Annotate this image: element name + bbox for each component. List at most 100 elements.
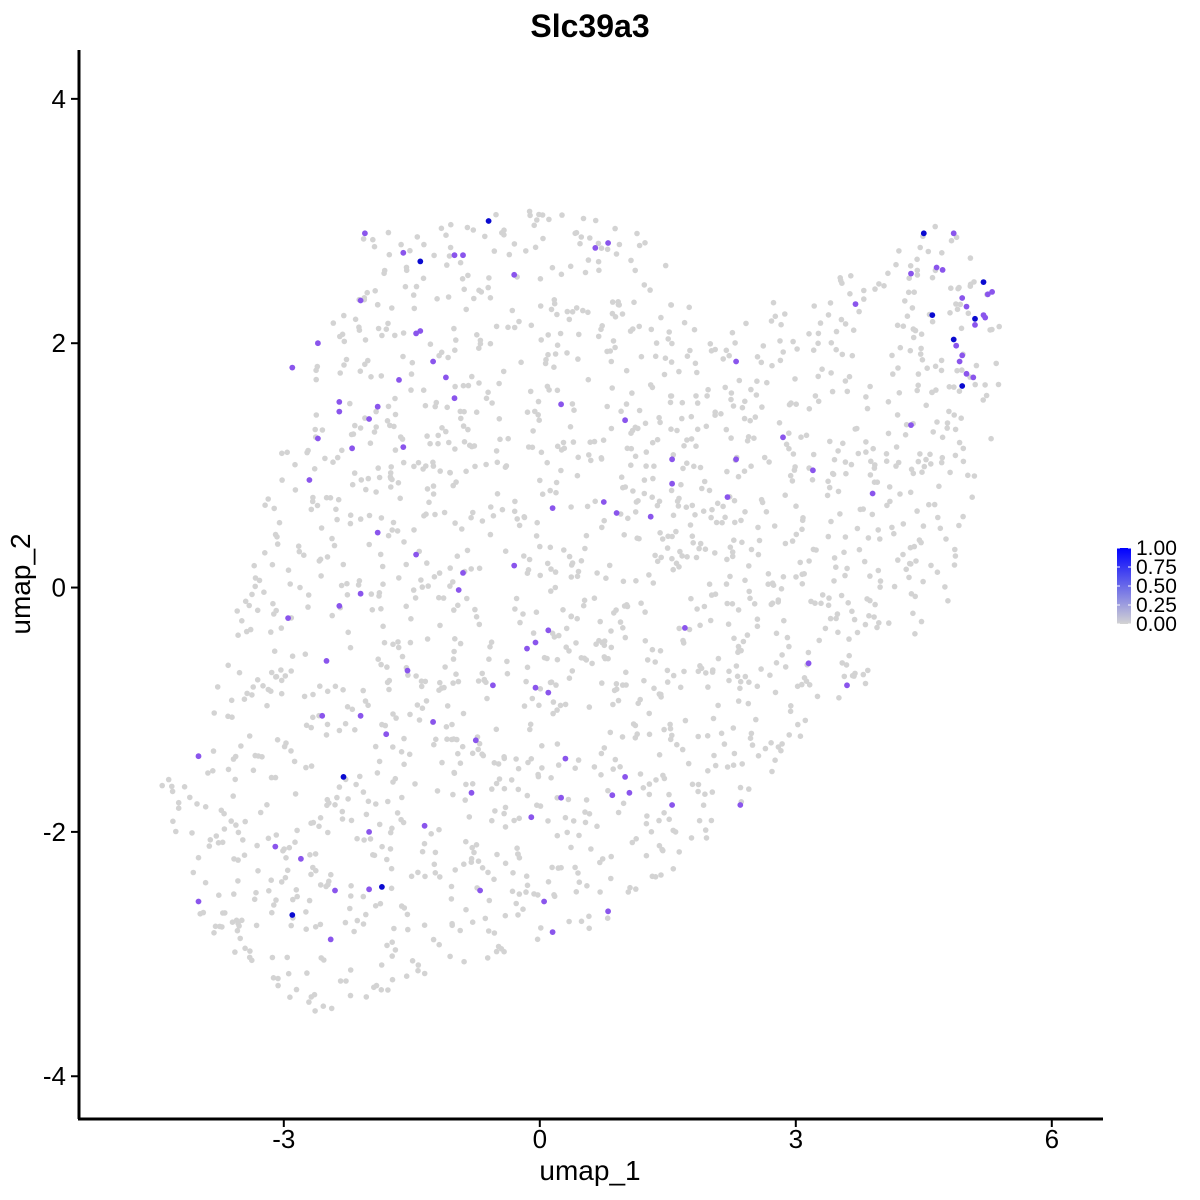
cell-point bbox=[914, 508, 920, 514]
cell-point bbox=[841, 549, 847, 556]
colorbar-legend: 1.000.750.500.250.00 bbox=[1117, 537, 1177, 636]
cell-point bbox=[421, 840, 428, 847]
cell-point bbox=[369, 607, 376, 613]
cell-point bbox=[371, 243, 378, 250]
expressing-cell-point bbox=[844, 682, 850, 689]
cell-point bbox=[658, 691, 664, 698]
cell-point bbox=[761, 454, 768, 461]
cell-point bbox=[292, 461, 298, 468]
cell-point bbox=[915, 458, 922, 465]
expressing-cell-point bbox=[336, 399, 343, 405]
expressing-cell-point bbox=[959, 383, 966, 389]
expressing-cell-point bbox=[733, 358, 739, 365]
cell-point bbox=[588, 846, 594, 852]
cell-point bbox=[782, 492, 788, 499]
cell-point bbox=[521, 703, 528, 709]
cell-point bbox=[565, 796, 572, 803]
cell-point bbox=[613, 681, 620, 687]
cell-point bbox=[958, 325, 965, 332]
cell-point bbox=[476, 380, 482, 386]
cell-point bbox=[722, 384, 728, 391]
cell-point bbox=[851, 616, 858, 623]
cell-point bbox=[765, 571, 772, 577]
cell-point bbox=[987, 327, 993, 333]
cell-point bbox=[328, 871, 334, 878]
cell-point bbox=[769, 362, 775, 369]
cell-point bbox=[372, 743, 379, 750]
cell-point bbox=[598, 772, 604, 778]
cell-point bbox=[487, 340, 494, 347]
expressing-cell-point bbox=[383, 731, 390, 738]
cell-point bbox=[415, 869, 421, 876]
cell-point bbox=[436, 570, 443, 576]
cell-point bbox=[488, 504, 494, 510]
cell-point bbox=[772, 689, 779, 696]
cell-point bbox=[848, 461, 855, 468]
cell-point bbox=[506, 251, 513, 258]
cell-point bbox=[736, 377, 743, 384]
cell-point bbox=[181, 784, 188, 790]
cell-point bbox=[329, 612, 336, 619]
cell-point bbox=[460, 710, 467, 717]
cell-point bbox=[827, 615, 834, 622]
cell-point bbox=[669, 555, 675, 562]
cell-point bbox=[837, 511, 843, 517]
cell-point bbox=[586, 913, 592, 920]
cell-point bbox=[455, 678, 462, 685]
cell-point bbox=[493, 323, 500, 330]
cell-point bbox=[735, 643, 742, 650]
cell-point bbox=[388, 484, 394, 490]
cell-point bbox=[730, 762, 737, 768]
cell-point bbox=[844, 565, 850, 572]
cell-point bbox=[586, 452, 592, 458]
cell-point bbox=[308, 871, 314, 878]
cell-point bbox=[463, 838, 469, 845]
cell-point bbox=[170, 818, 176, 825]
expressing-cell-point bbox=[362, 230, 368, 237]
cell-point bbox=[676, 564, 682, 570]
cell-point bbox=[342, 919, 349, 926]
cell-point bbox=[452, 446, 458, 452]
expressing-cell-point bbox=[780, 434, 786, 441]
cell-point bbox=[557, 330, 564, 337]
cell-point bbox=[334, 516, 340, 523]
cell-point bbox=[330, 459, 336, 466]
cell-point bbox=[514, 516, 520, 522]
cell-point bbox=[908, 591, 915, 597]
cell-point bbox=[871, 614, 877, 620]
cell-point bbox=[689, 533, 696, 539]
cell-point bbox=[317, 815, 324, 821]
cell-point bbox=[407, 711, 413, 718]
expressing-cell-point bbox=[532, 639, 539, 646]
cell-point bbox=[448, 883, 455, 890]
expressing-cell-point bbox=[400, 444, 407, 450]
cell-point bbox=[276, 519, 283, 526]
cell-point bbox=[342, 720, 349, 727]
cell-point bbox=[446, 253, 453, 259]
cell-point bbox=[650, 475, 656, 482]
cell-point bbox=[670, 866, 677, 872]
cell-point bbox=[422, 678, 429, 685]
cell-point bbox=[525, 759, 531, 766]
cell-point bbox=[528, 322, 535, 329]
cell-point bbox=[613, 251, 620, 257]
cell-point bbox=[617, 764, 623, 770]
expressing-cell-point bbox=[724, 494, 731, 500]
cell-point bbox=[613, 607, 619, 613]
cell-point bbox=[463, 906, 469, 913]
cell-point bbox=[232, 949, 238, 955]
cell-point bbox=[479, 670, 486, 677]
cell-point bbox=[410, 292, 417, 298]
cell-point bbox=[644, 813, 650, 819]
cell-point bbox=[833, 328, 840, 335]
cell-point bbox=[399, 794, 405, 801]
cell-point bbox=[385, 229, 392, 236]
cell-point bbox=[508, 777, 515, 783]
cell-point bbox=[459, 526, 465, 532]
expressing-cell-point bbox=[950, 336, 957, 343]
cell-point bbox=[875, 567, 882, 574]
cell-point bbox=[909, 305, 916, 311]
cell-point bbox=[340, 687, 346, 693]
cell-point bbox=[542, 360, 549, 367]
